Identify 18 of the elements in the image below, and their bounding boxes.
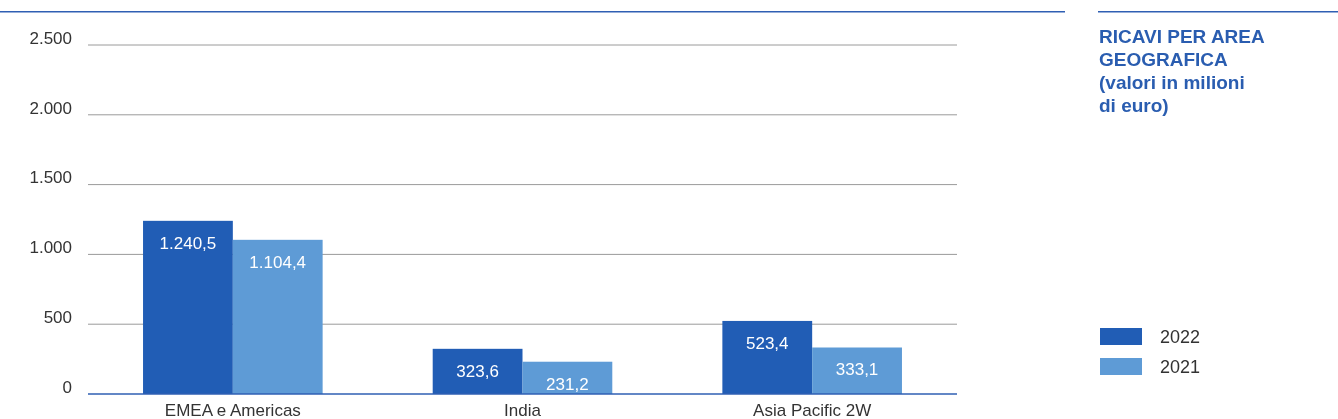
y-tick-label: 1.500: [29, 168, 72, 188]
text: RICAVI PER AREA GEOGRAFICA (valori in milioni di euro): [1099, 26, 1266, 116]
x-tick-label: EMEA e Americas: [164, 400, 301, 419]
legend-label: 2022: [1160, 327, 1201, 347]
data-label: 1.104,4: [249, 252, 307, 272]
data-label: 523,4: [745, 333, 789, 353]
y-tick-label: 0: [62, 377, 72, 397]
y-tick-label: 1.000: [29, 238, 72, 258]
y-tick-label: 2.000: [29, 98, 72, 118]
data-label: 231,2: [546, 374, 589, 394]
legend-label: 2021: [1160, 357, 1201, 377]
data-label: 323,6: [456, 361, 499, 381]
y-tick-label: 2.500: [29, 28, 72, 48]
data-label: 333,1: [835, 360, 879, 380]
data-label: 1.240,5: [159, 233, 217, 253]
x-tick-label: Asia Pacific 2W: [753, 400, 872, 419]
y-tick-label: 500: [43, 308, 72, 327]
x-tick-label: India: [504, 400, 542, 419]
